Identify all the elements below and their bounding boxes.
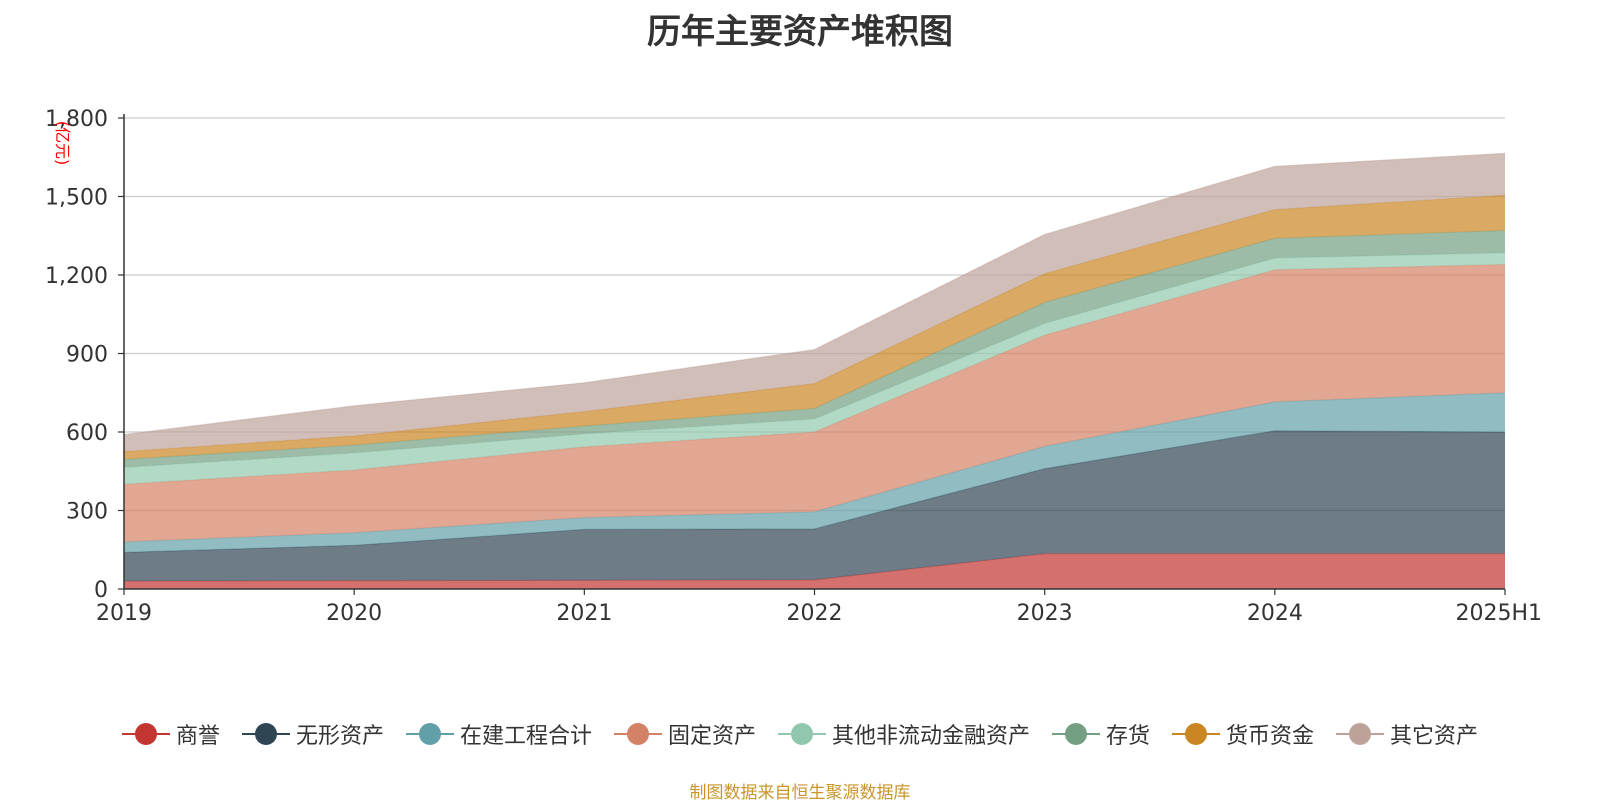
legend-marker-dot <box>626 723 649 745</box>
area-存货 <box>124 230 1505 468</box>
legend-marker-icon <box>1172 723 1221 745</box>
area-货币资金 <box>124 195 1505 460</box>
legend-marker-icon <box>778 723 826 745</box>
y-tick-label: 600 <box>66 421 108 446</box>
legend-marker-icon <box>1336 723 1385 745</box>
legend-label: 无形资产 <box>295 724 384 749</box>
y-tick-label: 1,500 <box>45 186 108 211</box>
axes: 0 300 600 900 1,200 1,500 1,800 2019 2020 2021 202… <box>45 107 1542 626</box>
area-无形资产 <box>124 430 1505 582</box>
y-tick-label: 0 <box>94 578 108 603</box>
legend-item[interactable]: 无形资产 <box>241 718 384 750</box>
legend-item[interactable]: 在建工程合计 <box>405 718 592 750</box>
area-固定资产 <box>124 264 1505 542</box>
series-line-其它资产 <box>123 152 1506 436</box>
legend-label: 其它资产 <box>1390 724 1479 749</box>
legend-marker-icon <box>405 723 454 745</box>
x-tick-label: 2025H1 <box>1455 601 1542 626</box>
legend-marker-dot <box>134 723 157 745</box>
y-tick-label: 1,800 <box>45 107 108 132</box>
legend-item[interactable]: 存货 <box>1052 718 1150 750</box>
y-tick-label: 1,200 <box>45 264 108 289</box>
area-series <box>123 152 1506 589</box>
legend-item[interactable]: 其他非流动金融资产 <box>778 718 1030 750</box>
legend-marker-icon <box>121 723 170 745</box>
x-tick-label: 2020 <box>326 601 382 626</box>
legend-marker-dot <box>1065 723 1088 745</box>
legend-item[interactable]: 货币资金 <box>1172 718 1314 750</box>
x-tick-label: 2024 <box>1247 601 1303 626</box>
legend-marker-icon <box>241 723 290 745</box>
legend-label: 在建工程合计 <box>459 724 592 749</box>
x-tick-label: 2023 <box>1017 601 1073 626</box>
legend-marker-icon <box>1052 723 1101 745</box>
area-其它资产 <box>124 153 1505 452</box>
legend-item[interactable]: 其它资产 <box>1336 718 1478 750</box>
legend-label: 存货 <box>1106 724 1151 749</box>
legend-item[interactable]: 固定资产 <box>613 718 756 750</box>
legend-marker-dot <box>1185 723 1208 745</box>
y-tick-label: 900 <box>66 343 108 368</box>
legend-label: 商誉 <box>175 724 220 749</box>
area-其他非流动金融资产 <box>124 252 1505 485</box>
legend-marker-dot <box>254 723 277 745</box>
x-tick-label: 2022 <box>787 601 843 626</box>
legend-label: 固定资产 <box>667 724 756 749</box>
legend: 商誉 无形资产 在建工程合计 固定资产 其他非流动金融资产 存货 货币资金 其它资产 <box>0 718 1600 750</box>
legend-marker-dot <box>1349 723 1372 745</box>
chart-title: 历年主要资产堆积图 <box>647 12 953 52</box>
legend-label: 货币资金 <box>1226 724 1315 749</box>
legend-marker-dot <box>418 723 441 745</box>
legend-item[interactable]: 商誉 <box>121 718 220 750</box>
y-tick-label: 300 <box>66 500 108 525</box>
legend-marker-dot <box>791 723 813 745</box>
legend-marker-icon <box>613 723 662 745</box>
area-商誉 <box>124 553 1505 589</box>
x-tick-label: 2019 <box>96 601 152 626</box>
legend-label: 其他非流动金融资产 <box>832 724 1031 749</box>
x-tick-label: 2021 <box>556 601 612 626</box>
source-note: 制图数据来自恒生聚源数据库 <box>689 783 911 803</box>
y-unit-label: (亿元) <box>53 121 72 166</box>
area-在建工程合计 <box>124 392 1505 553</box>
